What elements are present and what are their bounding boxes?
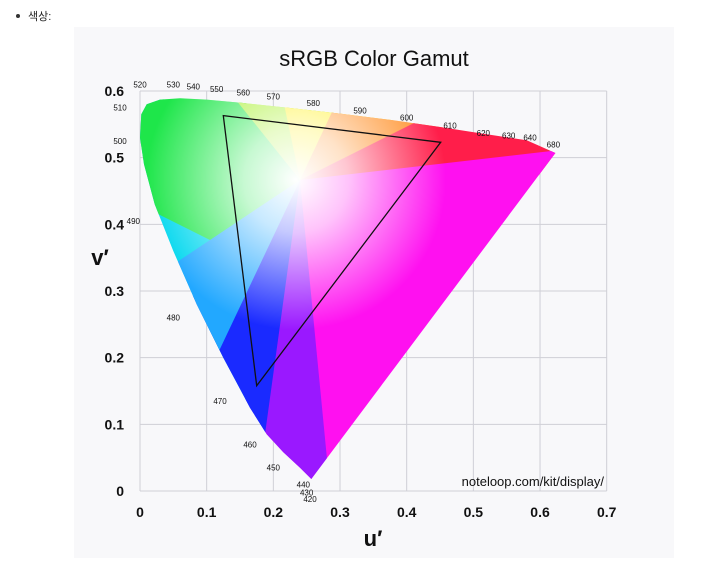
wavelength-label: 580 xyxy=(307,99,321,108)
x-tick-label: 0.3 xyxy=(330,504,350,520)
wavelength-label: 640 xyxy=(523,134,537,143)
wavelength-label: 510 xyxy=(113,104,127,113)
wavelength-label: 560 xyxy=(237,88,251,97)
x-tick-label: 0.6 xyxy=(530,504,550,520)
wavelength-label: 500 xyxy=(113,137,127,146)
x-tick-label: 0.5 xyxy=(464,504,484,520)
wavelength-label: 610 xyxy=(443,122,457,131)
wavelength-label: 490 xyxy=(127,217,141,226)
wavelength-label: 620 xyxy=(477,129,491,138)
wavelength-label: 600 xyxy=(400,114,414,123)
y-tick-label: 0 xyxy=(116,483,124,499)
x-tick-label: 0.1 xyxy=(197,504,217,520)
x-axis-label: u′ xyxy=(364,526,383,551)
wavelength-label: 520 xyxy=(133,80,147,89)
bullet-dot xyxy=(16,14,20,18)
bullet-label: 색상: xyxy=(28,11,52,23)
y-tick-label: 0.1 xyxy=(105,416,125,432)
wavelength-label: 470 xyxy=(213,397,227,406)
y-tick-label: 0.3 xyxy=(105,283,125,299)
y-tick-label: 0.2 xyxy=(105,350,125,366)
x-tick-labels: 0 0.1 0.2 0.3 0.4 0.5 0.6 0.7 xyxy=(136,504,617,520)
bullet-item: 색상: xyxy=(16,8,51,24)
y-tick-labels: 0 0.1 0.2 0.3 0.4 0.5 0.6 xyxy=(105,83,125,499)
srgb-gamut-triangle xyxy=(222,114,442,388)
wavelength-label: 550 xyxy=(210,85,224,94)
source-annotation: noteloop.com/kit/display/ xyxy=(462,474,605,489)
wavelength-label: 460 xyxy=(243,440,257,449)
wavelength-label: 480 xyxy=(167,314,181,323)
x-tick-label: 0.2 xyxy=(264,504,284,520)
wavelength-label: 450 xyxy=(267,464,281,473)
x-tick-label: 0 xyxy=(136,504,144,520)
wavelength-label: 430 xyxy=(300,488,314,497)
wavelength-label: 530 xyxy=(167,80,181,89)
chart-title: sRGB Color Gamut xyxy=(279,46,469,71)
x-tick-label: 0.7 xyxy=(597,504,617,520)
wavelength-label: 440 xyxy=(297,480,311,489)
y-tick-label: 0.4 xyxy=(105,216,125,232)
wavelength-label: 420 xyxy=(303,495,317,504)
y-axis-label: v′ xyxy=(91,245,109,270)
wavelength-label: 540 xyxy=(187,82,201,91)
wavelength-label: 680 xyxy=(547,140,561,149)
y-tick-label: 0.6 xyxy=(105,83,125,99)
y-tick-label: 0.5 xyxy=(105,150,125,166)
wavelength-label: 630 xyxy=(502,132,516,141)
x-tick-label: 0.4 xyxy=(397,504,417,520)
wavelength-label: 590 xyxy=(353,106,367,115)
wavelength-label: 570 xyxy=(267,92,281,101)
